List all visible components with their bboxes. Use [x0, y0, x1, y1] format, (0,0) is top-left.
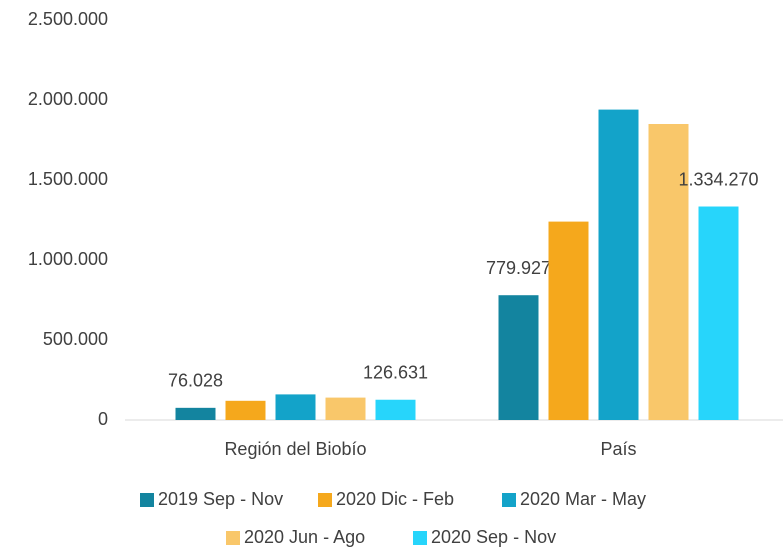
- bar: [548, 221, 589, 420]
- legend-label: 2020 Jun - Ago: [244, 527, 365, 547]
- bar: [648, 124, 689, 420]
- x-tick-label: Región del Biobío: [224, 439, 366, 459]
- bar: [375, 399, 416, 420]
- bar: [598, 109, 639, 420]
- y-tick-label: 2.000.000: [28, 89, 108, 109]
- legend-swatch: [226, 531, 240, 545]
- legend-swatch: [413, 531, 427, 545]
- x-tick-label: País: [600, 439, 636, 459]
- y-tick-label: 1.500.000: [28, 169, 108, 189]
- bar: [225, 400, 266, 420]
- legend-label: 2020 Dic - Feb: [336, 489, 454, 509]
- bar: [498, 295, 539, 420]
- legend-swatch: [140, 493, 154, 507]
- bar: [175, 407, 216, 420]
- y-tick-label: 0: [98, 409, 108, 429]
- data-label: 126.631: [363, 362, 428, 382]
- y-tick-label: 500.000: [43, 329, 108, 349]
- bar: [275, 394, 316, 420]
- y-tick-label: 2.500.000: [28, 9, 108, 29]
- data-label: 76.028: [168, 371, 223, 391]
- bar: [325, 397, 366, 420]
- bar: [698, 206, 739, 420]
- legend-label: 2020 Mar - May: [520, 489, 646, 509]
- legend-label: 2019 Sep - Nov: [158, 489, 283, 509]
- legend-swatch: [318, 493, 332, 507]
- data-label: 1.334.270: [678, 169, 758, 189]
- y-tick-label: 1.000.000: [28, 249, 108, 269]
- legend-swatch: [502, 493, 516, 507]
- data-label: 779.927: [486, 258, 551, 278]
- legend-label: 2020 Sep - Nov: [431, 527, 556, 547]
